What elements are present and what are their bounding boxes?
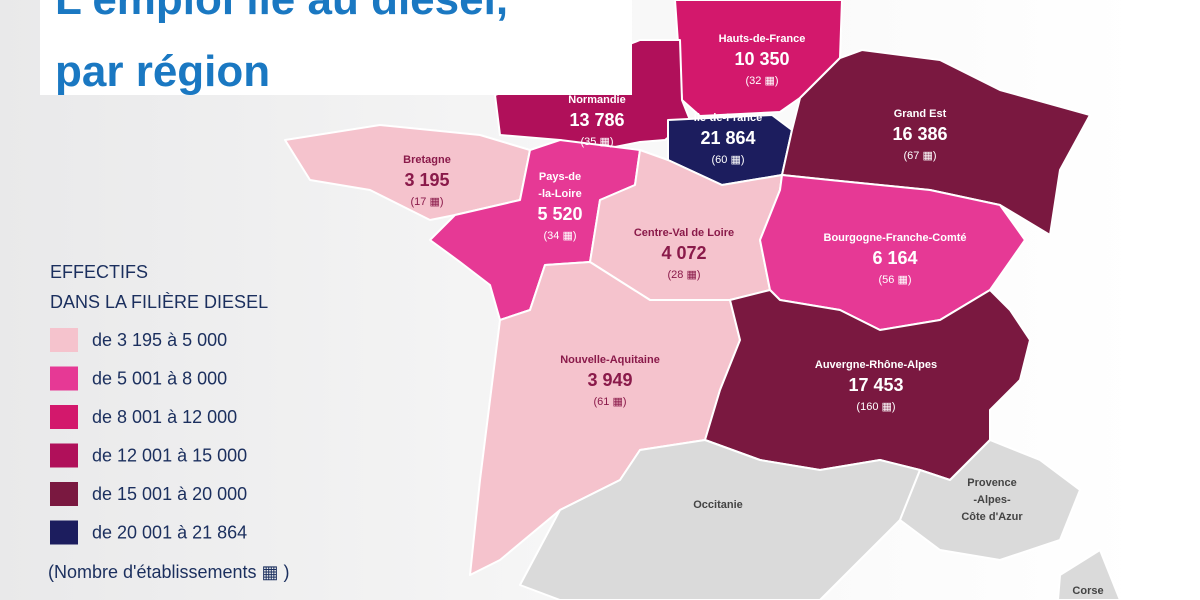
region-name: Occitanie xyxy=(693,499,743,511)
region-name: Nouvelle-Aquitaine xyxy=(560,354,660,366)
title: par région xyxy=(55,47,270,96)
region-name: Bourgogne-Franche-Comté xyxy=(824,232,967,244)
region-name: Hauts-de-France xyxy=(719,33,806,45)
region-value: 6 164 xyxy=(872,248,917,268)
region-name: Grand Est xyxy=(894,108,947,120)
legend-heading: DANS LA FILIÈRE DIESEL xyxy=(50,292,268,312)
legend-heading: EFFECTIFS xyxy=(50,262,148,282)
legend-note: (Nombre d'établissements ▦ ) xyxy=(48,562,290,582)
region-value: 3 195 xyxy=(404,170,449,190)
legend-label: de 20 001 à 21 864 xyxy=(92,523,247,543)
legend-swatch xyxy=(50,443,78,468)
region-labels: Hauts-de-France 10 350 (32 ▦) Normandie 13 7… xyxy=(403,33,1103,597)
region-name: Bretagne xyxy=(403,154,451,166)
legend-label: de 12 001 à 15 000 xyxy=(92,446,247,466)
region-count: (32 ▦) xyxy=(745,75,778,87)
legend-label: de 8 001 à 12 000 xyxy=(92,407,237,427)
region-shape xyxy=(1057,549,1121,600)
region-count: (160 ▦) xyxy=(856,401,895,413)
region-count: (56 ▦) xyxy=(878,274,911,286)
legend-swatch xyxy=(50,405,78,429)
title-box xyxy=(40,0,632,95)
legend: EFFECTIFS DANS LA FILIÈRE DIESEL de 3 195 … xyxy=(48,262,290,582)
region-count: (17 ▦) xyxy=(410,196,443,208)
region-shape xyxy=(519,439,921,600)
region-count: (28 ▦) xyxy=(667,269,700,281)
region-value: 10 350 xyxy=(734,49,789,69)
title: L'emploi lié au diesel, xyxy=(55,0,508,24)
region-value: 21 864 xyxy=(700,128,755,148)
region-name: Côte d'Azur xyxy=(961,511,1023,523)
legend-swatch xyxy=(50,520,78,545)
regions xyxy=(284,0,1121,600)
region-value: 17 453 xyxy=(848,375,903,395)
legend-swatch xyxy=(50,482,78,506)
region-name: Pays-de xyxy=(539,171,581,183)
legend-swatch xyxy=(50,328,78,352)
margin xyxy=(1135,0,1200,600)
legend-label: de 3 195 à 5 000 xyxy=(92,330,227,350)
region-value: 13 786 xyxy=(569,110,624,130)
region-name: Île-de-France xyxy=(693,111,762,124)
region-value: 3 949 xyxy=(587,370,632,390)
legend-swatch xyxy=(50,366,78,391)
region-count: (67 ▦) xyxy=(903,150,936,162)
region-value: 4 072 xyxy=(661,243,706,263)
region-name: Corse xyxy=(1072,585,1103,597)
legend-label: de 5 001 à 8 000 xyxy=(92,369,227,389)
region-name: -la-Loire xyxy=(538,188,581,200)
region-name: -Alpes- xyxy=(973,494,1011,506)
region-name: Centre-Val de Loire xyxy=(634,227,734,239)
region-shape xyxy=(899,439,1081,561)
region-count: (35 ▦) xyxy=(580,136,613,148)
region-name: Auvergne-Rhône-Alpes xyxy=(815,359,937,371)
region-count: (34 ▦) xyxy=(543,230,576,242)
region-name: Normandie xyxy=(568,94,625,106)
region-value: 5 520 xyxy=(537,204,582,224)
region-shape xyxy=(781,49,1091,236)
legend-label: de 15 001 à 20 000 xyxy=(92,484,247,504)
region-count: (61 ▦) xyxy=(593,396,626,408)
region-shape xyxy=(674,0,843,117)
region-name: Provence xyxy=(967,477,1017,489)
region-count: (60 ▦) xyxy=(711,154,744,166)
region-value: 16 386 xyxy=(892,124,947,144)
